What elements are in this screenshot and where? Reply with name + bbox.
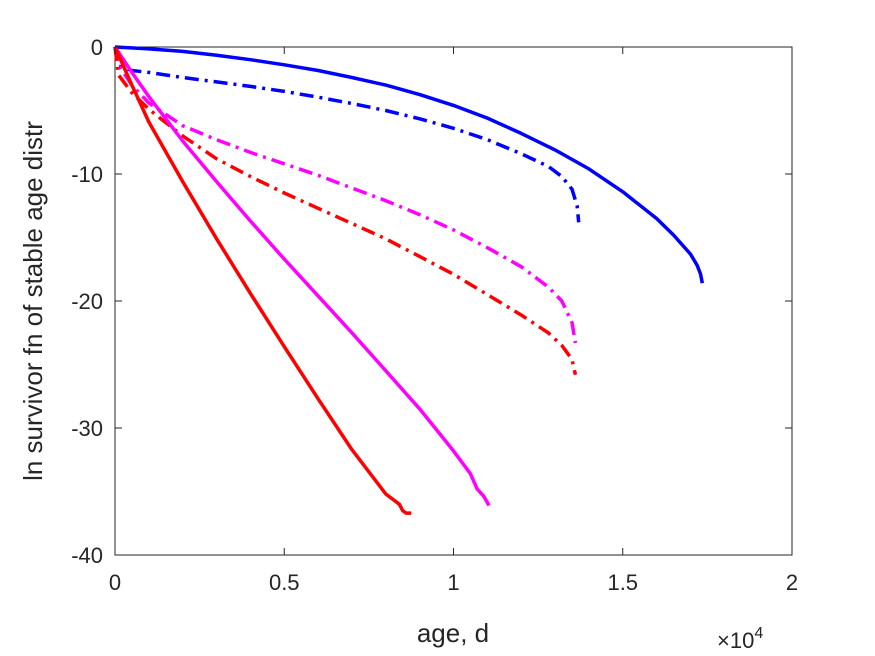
x-tick-label: 1.5 [607, 570, 638, 595]
x-tick-label: 1 [447, 570, 459, 595]
x-axis-label: age, d [417, 618, 489, 648]
series-line-1 [114, 45, 705, 284]
series-line-5 [113, 46, 491, 507]
plot-area [114, 46, 793, 556]
series-line-3 [113, 46, 578, 344]
x-exponent-base: ×10 [717, 628, 754, 653]
y-tick-label: -20 [71, 289, 103, 314]
x-exponent-power: 4 [754, 625, 763, 642]
x-tick-label: 2 [786, 570, 798, 595]
x-tick-label: 0.5 [269, 570, 300, 595]
y-tick-label: -30 [71, 416, 103, 441]
y-tick-label: -40 [71, 543, 103, 568]
y-tick-label: -10 [71, 162, 103, 187]
y-tick-label: 0 [91, 35, 103, 60]
series-line-4 [113, 46, 578, 376]
y-axis-label: ln survivor fn of stable age distr [18, 121, 48, 481]
tick-group: 0 0.5 1 1.5 2 -40 -30 -20 -10 0 [71, 35, 798, 595]
series-group [113, 45, 705, 515]
series-line-2 [113, 46, 581, 223]
x-axis-exponent: ×104 [717, 625, 763, 653]
x-tick-label: 0 [109, 570, 121, 595]
series-line-6 [113, 46, 412, 515]
axes-frame [114, 46, 793, 556]
